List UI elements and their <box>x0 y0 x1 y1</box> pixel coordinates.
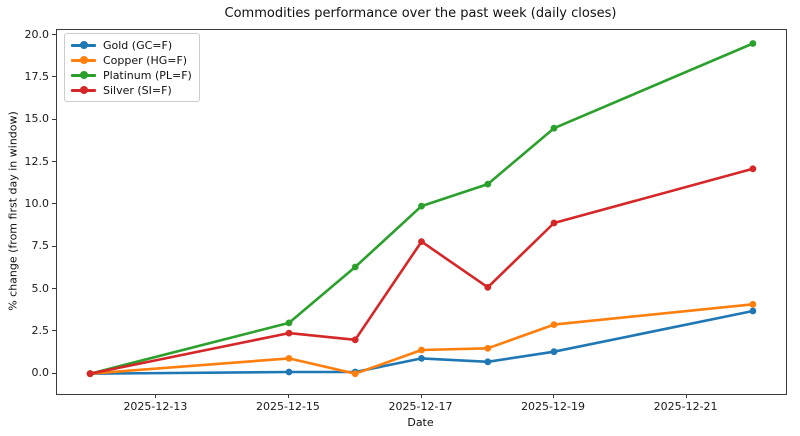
data-point-marker <box>749 307 757 315</box>
series-line-silver <box>89 167 754 375</box>
data-point-marker <box>418 346 425 354</box>
legend-label: Platinum (PL=F) <box>103 68 192 82</box>
legend-label: Gold (GC=F) <box>103 38 173 52</box>
x-tick-mark <box>420 394 422 398</box>
data-point-marker <box>749 300 757 308</box>
data-point-marker <box>550 348 558 356</box>
data-point-marker <box>285 319 293 327</box>
y-tick-mark <box>52 245 56 247</box>
x-tick-label: 2025-12-19 <box>521 400 585 413</box>
data-point-marker <box>550 321 558 328</box>
data-point-marker <box>285 355 293 362</box>
y-tick-mark <box>52 76 56 78</box>
y-tick-label: 10.0 <box>24 196 50 210</box>
legend-line-marker-icon <box>71 86 96 95</box>
data-point-marker <box>484 283 492 291</box>
data-point-marker <box>418 202 425 210</box>
y-tick-mark <box>52 161 56 163</box>
x-tick-label: 2025-12-17 <box>388 400 453 413</box>
data-point-marker <box>285 368 293 376</box>
legend-label: Silver (SI=F) <box>103 83 172 97</box>
legend-entry: Platinum (PL=F) <box>71 68 192 82</box>
x-tick-mark <box>287 394 289 398</box>
y-tick-mark <box>52 203 56 205</box>
plot-area: Gold (GC=F) Copper (HG=F) Platinum (PL=F) S… <box>56 29 787 395</box>
data-point-marker <box>86 370 94 378</box>
data-point-marker <box>351 336 359 344</box>
data-point-marker <box>749 40 757 47</box>
data-point-marker <box>351 263 359 271</box>
chart-title: Commodities performance over the past we… <box>224 6 617 21</box>
x-tick-mark <box>155 394 157 398</box>
y-tick-label: 17.5 <box>24 69 50 83</box>
series-line-copper <box>90 303 754 376</box>
y-tick-mark <box>52 34 56 36</box>
y-tick-label: 12.5 <box>24 154 50 168</box>
y-tick-label: 2.5 <box>31 323 50 337</box>
x-tick-mark <box>553 394 555 398</box>
data-point-marker <box>418 238 425 246</box>
y-tick-mark <box>52 288 56 290</box>
line-chart-canvas <box>86 40 757 378</box>
x-tick-mark <box>685 394 687 398</box>
legend-entry: Gold (GC=F) <box>71 38 192 52</box>
y-tick-label: 15.0 <box>24 112 50 126</box>
y-tick-label: 5.0 <box>31 281 50 295</box>
legend-line-marker-icon <box>71 56 96 65</box>
data-point-marker <box>749 165 757 173</box>
x-tick-label: 2025-12-13 <box>123 400 188 413</box>
y-tick-label: 7.5 <box>31 239 50 253</box>
data-point-marker <box>351 370 359 378</box>
data-point-marker <box>484 358 492 366</box>
data-point-marker <box>484 180 492 188</box>
data-point-marker <box>550 124 558 132</box>
y-tick-label: 20.0 <box>24 27 50 41</box>
data-point-marker <box>550 219 558 227</box>
series-line-gold <box>90 309 754 375</box>
legend-entry: Silver (SI=F) <box>71 83 192 97</box>
legend-label: Copper (HG=F) <box>103 53 188 67</box>
x-tick-label: 2025-12-15 <box>255 400 320 413</box>
y-tick-label: 0.0 <box>31 366 50 380</box>
y-tick-mark <box>52 118 56 120</box>
data-point-marker <box>484 344 492 352</box>
legend-line-marker-icon <box>71 71 96 80</box>
y-tick-mark <box>52 372 56 374</box>
legend-entry: Copper (HG=F) <box>71 53 192 67</box>
legend-line-marker-icon <box>71 41 96 50</box>
y-tick-mark <box>52 330 56 332</box>
x-tick-label: 2025-12-21 <box>653 400 718 413</box>
data-point-marker <box>418 355 425 362</box>
legend: Gold (GC=F) Copper (HG=F) Platinum (PL=F) S… <box>64 33 200 102</box>
data-point-marker <box>285 329 293 337</box>
x-axis-label: Date <box>407 416 434 429</box>
